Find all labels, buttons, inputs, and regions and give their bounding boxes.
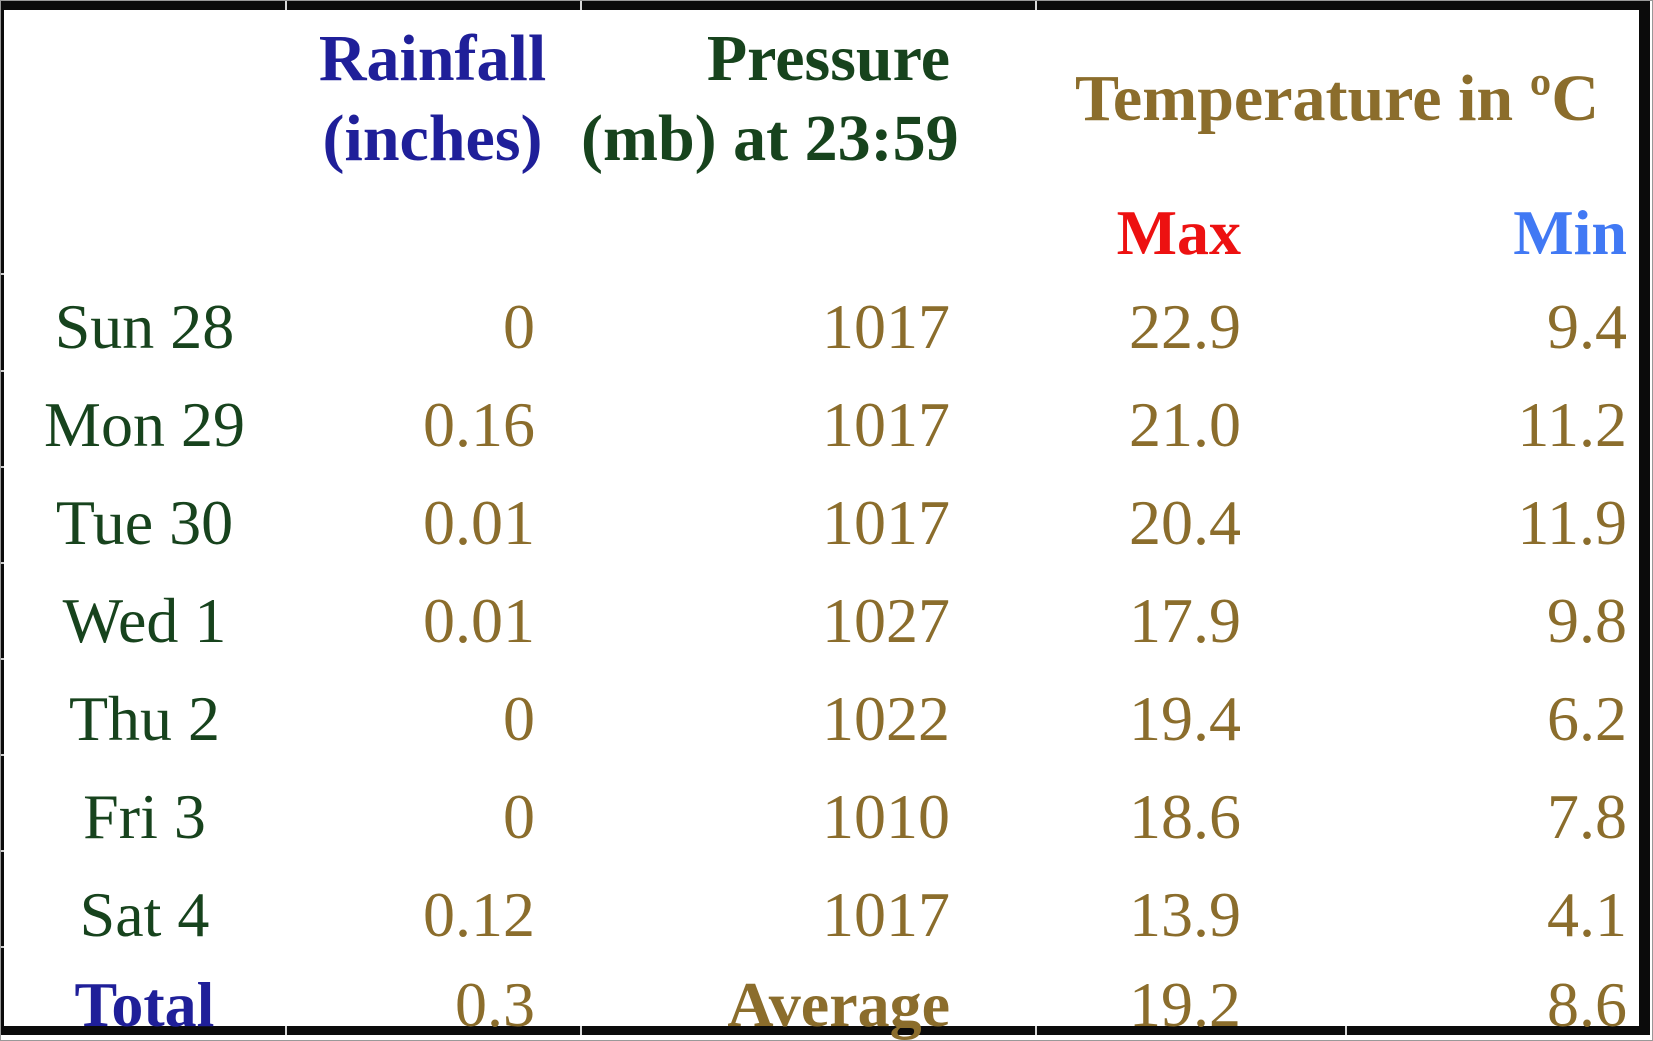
pressure-value: 1017: [822, 389, 950, 460]
rainfall-value: 0.01: [423, 585, 535, 656]
rainfall-column-header: Rainfall (inches): [285, 10, 580, 187]
column-divider-notch: [1345, 1026, 1347, 1035]
pressure-column-header: Pressure (mb) at 23:59: [580, 10, 1035, 187]
row-divider-notch: [1, 273, 4, 275]
min-average-value: 8.6: [1547, 969, 1628, 1040]
column-divider-notch: [285, 1026, 287, 1035]
row-divider-notch: [1, 562, 4, 564]
rainfall-value: 0: [503, 683, 535, 754]
row-divider-notch: [1, 466, 4, 468]
max-temp-value: 22.9: [1129, 291, 1241, 362]
column-divider-notch: [580, 1026, 582, 1035]
day-column-header-empty: [4, 10, 285, 187]
min-temp-value: 7.8: [1547, 781, 1628, 852]
rainfall-value: 0.12: [423, 879, 535, 950]
day-label: Sun 28: [54, 291, 235, 362]
row-divider-notch: [1, 754, 4, 756]
empty-cell: [580, 187, 1035, 278]
table-border-right: [1639, 1, 1650, 1035]
max-temp-value: 13.9: [1129, 879, 1241, 950]
total-label: Total: [74, 969, 215, 1040]
row-divider-notch: [1, 658, 4, 660]
max-temp-value: 19.4: [1129, 683, 1241, 754]
max-temp-value: 18.6: [1129, 781, 1241, 852]
table-row: Tue 30 0.01 1017 20.4 11.9: [4, 474, 1639, 572]
day-label: Sat 4: [79, 879, 210, 950]
table-border-bottom: [1, 1026, 1650, 1035]
max-average-value: 19.2: [1129, 969, 1241, 1040]
max-header: Max: [1116, 196, 1241, 268]
average-label: Average: [727, 969, 950, 1040]
weather-table: Rainfall (inches) Pressure (mb) at 23:59…: [4, 10, 1639, 1041]
pressure-header-line2: (mb) at 23:59: [581, 101, 959, 175]
row-divider-notch: [1, 946, 4, 948]
header-row-2: Max Min: [4, 187, 1639, 278]
pressure-value: 1017: [822, 487, 950, 558]
min-temp-value: 9.8: [1547, 585, 1628, 656]
pressure-value: 1017: [822, 291, 950, 362]
min-temp-value: 11.2: [1517, 389, 1628, 460]
summary-row: Total 0.3 Average 19.2 8.6: [4, 964, 1639, 1041]
pressure-value: 1010: [822, 781, 950, 852]
rainfall-header-line1: Rainfall: [318, 21, 547, 95]
column-divider-notch: [285, 1, 287, 10]
rainfall-value: 0: [503, 291, 535, 362]
day-label: Wed 1: [62, 585, 227, 656]
table-row: Fri 3 0 1010 18.6 7.8: [4, 768, 1639, 866]
column-divider-notch: [1035, 1026, 1037, 1035]
day-label: Thu 2: [68, 683, 221, 754]
table-row: Sun 28 0 1017 22.9 9.4: [4, 278, 1639, 376]
min-temp-value: 6.2: [1547, 683, 1628, 754]
table-row: Sat 4 0.12 1017 13.9 4.1: [4, 866, 1639, 964]
temperature-column-header: Temperature in ºC: [1074, 61, 1600, 135]
empty-cell: [285, 187, 580, 278]
table-row: Mon 29 0.16 1017 21.0 11.2: [4, 376, 1639, 474]
day-label: Mon 29: [44, 389, 245, 460]
table-row: Wed 1 0.01 1027 17.9 9.8: [4, 572, 1639, 670]
rainfall-header-line2: (inches): [322, 101, 543, 175]
empty-cell: [4, 187, 285, 278]
row-divider-notch: [1, 850, 4, 852]
rainfall-value: 0: [503, 781, 535, 852]
max-temp-value: 21.0: [1129, 389, 1241, 460]
min-temp-value: 9.4: [1547, 291, 1628, 362]
table-border-left: [1, 1, 4, 1035]
table-row: Thu 2 0 1022 19.4 6.2: [4, 670, 1639, 768]
min-temp-value: 4.1: [1547, 879, 1628, 950]
rainfall-total-value: 0.3: [455, 969, 535, 1040]
pressure-value: 1022: [822, 683, 950, 754]
max-temp-value: 17.9: [1129, 585, 1241, 656]
day-label: Tue 30: [55, 487, 234, 558]
max-temp-value: 20.4: [1129, 487, 1241, 558]
min-temp-value: 11.9: [1517, 487, 1628, 558]
table-border-top: [1, 1, 1650, 10]
day-label: Fri 3: [83, 781, 206, 852]
column-divider-notch: [580, 1, 582, 10]
header-row-1: Rainfall (inches) Pressure (mb) at 23:59…: [4, 10, 1639, 187]
rainfall-value: 0.16: [423, 389, 535, 460]
min-header: Min: [1513, 196, 1628, 268]
rainfall-value: 0.01: [423, 487, 535, 558]
row-divider-notch: [1, 370, 4, 372]
pressure-value: 1017: [822, 879, 950, 950]
column-divider-notch: [1035, 1, 1037, 10]
pressure-value: 1027: [822, 585, 950, 656]
pressure-header-line1: Pressure: [706, 21, 950, 95]
